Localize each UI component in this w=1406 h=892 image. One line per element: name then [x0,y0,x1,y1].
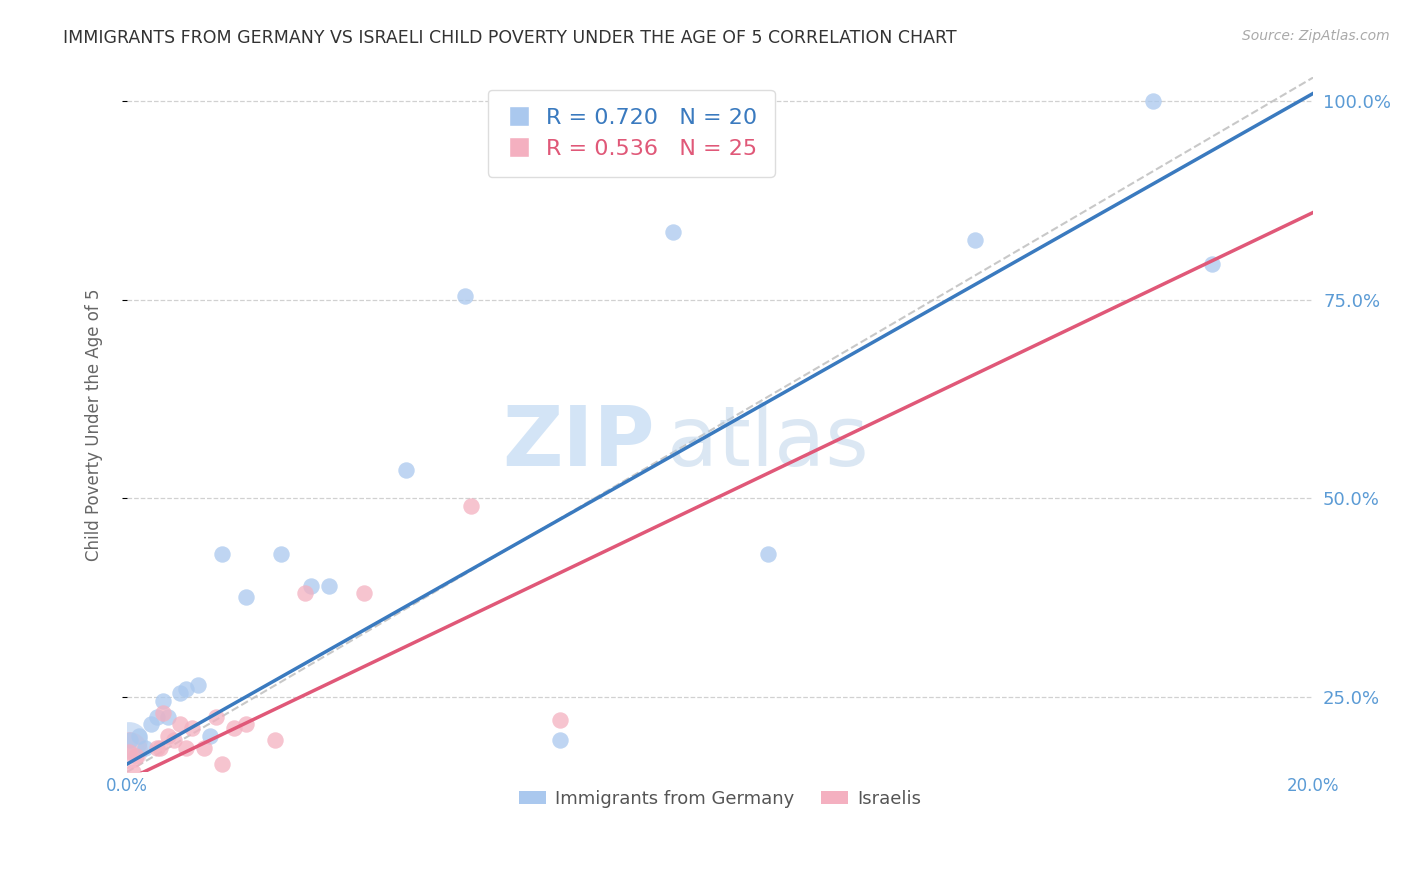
Point [222,722,245,736]
Point [187,678,209,692]
Point [174,681,197,696]
Point [193,741,215,756]
Point [235,717,257,731]
Point [395,463,418,477]
Point [169,686,191,700]
Point [1142,95,1164,109]
Point [157,709,180,723]
Text: atlas: atlas [666,401,869,483]
Text: IMMIGRANTS FROM GERMANY VS ISRAELI CHILD POVERTY UNDER THE AGE OF 5 CORRELATION : IMMIGRANTS FROM GERMANY VS ISRAELI CHILD… [63,29,957,46]
Point [235,591,257,605]
Point [134,741,156,756]
Point [181,722,204,736]
Point [125,749,148,764]
Point [299,578,322,592]
Point [211,757,233,772]
Point [118,745,141,759]
Point [134,805,156,819]
Text: ZIP: ZIP [502,401,655,483]
Point [548,714,571,728]
Text: Source: ZipAtlas.com: Source: ZipAtlas.com [1241,29,1389,43]
Point [661,95,683,109]
Point [353,586,375,600]
Point [756,547,779,561]
Point [661,225,683,239]
Point [294,586,316,600]
Point [460,499,482,513]
Point [152,693,174,707]
Point [211,547,233,561]
Y-axis label: Child Poverty Under the Age of 5: Child Poverty Under the Age of 5 [86,288,103,561]
Point [965,233,987,247]
Point [118,733,141,747]
Point [145,741,167,756]
Point [169,717,191,731]
Point [264,733,287,747]
Point [139,717,162,731]
Point [152,706,174,720]
Point [217,793,239,807]
Point [121,765,143,780]
Point [454,289,477,303]
Point [318,578,340,592]
Point [139,824,162,838]
Legend: Immigrants from Germany, Israelis: Immigrants from Germany, Israelis [512,782,928,815]
Point [198,730,221,744]
Point [205,709,228,723]
Point [163,733,186,747]
Point [157,730,180,744]
Point [174,741,197,756]
Point [548,733,571,747]
Point [270,547,292,561]
Point [128,785,150,799]
Point [118,733,141,747]
Point [145,709,167,723]
Point [1201,257,1223,271]
Point [323,813,346,827]
Point [128,730,150,744]
Point [118,743,141,757]
Point [148,741,170,756]
